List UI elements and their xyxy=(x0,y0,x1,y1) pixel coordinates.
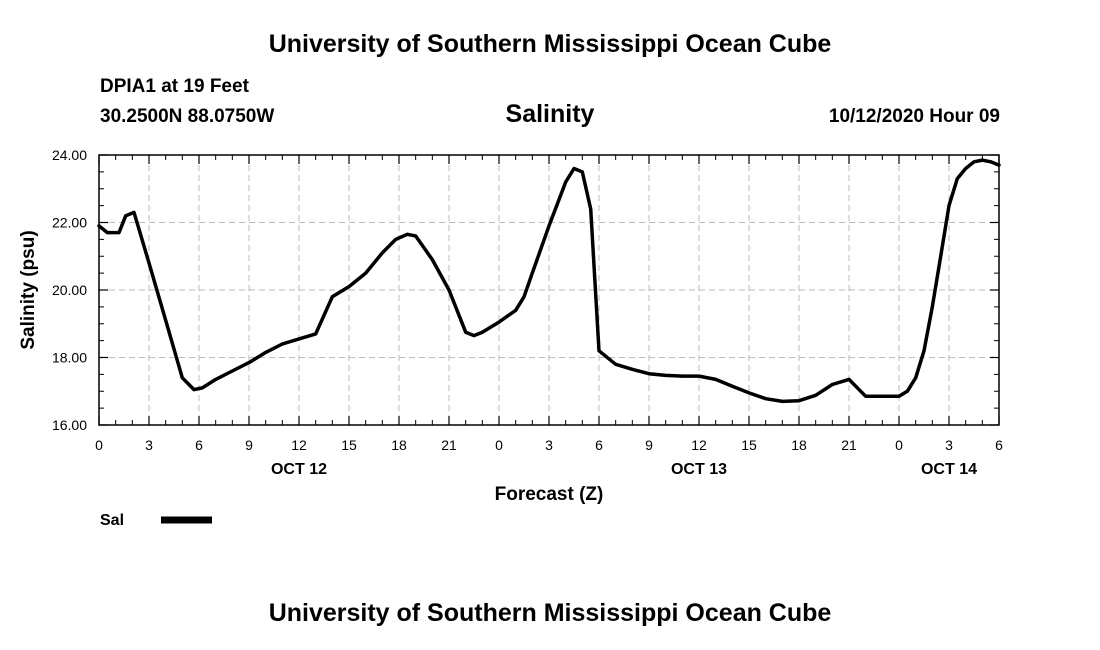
coordinates-label: 30.2500N 88.0750W xyxy=(100,106,275,127)
x-tick-label: 18 xyxy=(791,437,807,453)
date-label: OCT 12 xyxy=(271,461,327,478)
x-tick-label: 12 xyxy=(291,437,307,453)
y-tick-label: 22.00 xyxy=(52,215,87,231)
x-tick-label: 3 xyxy=(545,437,553,453)
x-tick-label: 0 xyxy=(95,437,103,453)
x-tick-label: 9 xyxy=(645,437,653,453)
y-tick-label: 20.00 xyxy=(52,282,87,298)
series xyxy=(97,158,1001,404)
legend-label: Sal xyxy=(100,512,124,529)
x-tick-label: 21 xyxy=(841,437,857,453)
x-tick-label: 18 xyxy=(391,437,407,453)
x-tick-label: 3 xyxy=(145,437,153,453)
timestamp-label: 10/12/2020 Hour 09 xyxy=(828,106,1000,127)
y-axis-title: Salinity (psu) xyxy=(18,230,39,349)
x-tick-label: 15 xyxy=(741,437,757,453)
y-tick-label: 16.00 xyxy=(52,417,87,433)
x-tick-label: 0 xyxy=(495,437,503,453)
date-label: OCT 13 xyxy=(671,461,727,478)
x-tick-label: 6 xyxy=(995,437,1003,453)
x-axis-title: Forecast (Z) xyxy=(495,484,604,505)
page-title: University of Southern Mississippi Ocean… xyxy=(268,30,832,58)
x-tick-label: 6 xyxy=(195,437,203,453)
x-tick-label: 15 xyxy=(341,437,357,453)
x-tick-label: 9 xyxy=(245,437,253,453)
station-label: DPIA1 at 19 Feet xyxy=(100,76,249,97)
x-tick-label: 12 xyxy=(691,437,707,453)
chart-title: Salinity xyxy=(505,100,595,128)
grid xyxy=(99,155,999,425)
y-tick-label: 24.00 xyxy=(52,147,87,163)
legend: Sal xyxy=(100,512,212,529)
date-label: OCT 14 xyxy=(921,461,977,478)
axis-labels: 0 3 6 9 12 15 18 21 0 3 6 9 12 15 18 21 0 3 6 16.00 18.00 20.… xyxy=(18,147,1003,505)
x-tick-label: 3 xyxy=(945,437,953,453)
x-tick-label: 6 xyxy=(595,437,603,453)
x-tick-label: 0 xyxy=(895,437,903,453)
x-tick-label: 21 xyxy=(441,437,457,453)
y-tick-label: 18.00 xyxy=(52,350,87,366)
axes xyxy=(98,154,1000,426)
footer-title: University of Southern Mississippi Ocean… xyxy=(268,599,832,627)
salinity-line xyxy=(97,158,1001,404)
